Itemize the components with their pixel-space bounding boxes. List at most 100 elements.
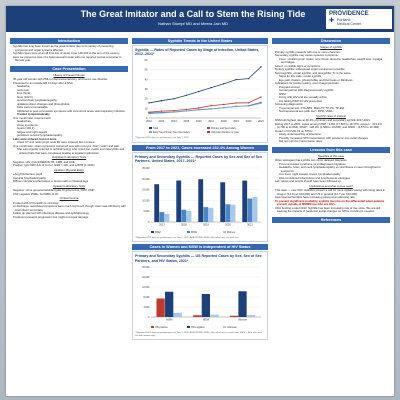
data-point <box>173 111 175 114</box>
stage-bullet: Tertiary syphilis: widespread organ invo… <box>275 67 346 71</box>
legend-label: HIV-negative <box>191 326 205 329</box>
bar <box>159 211 165 222</box>
clin-bullet: At discharge, associated symptoms were m… <box>13 204 126 212</box>
hpi-later: One month later, vision symptoms worsene… <box>13 143 120 148</box>
data-point <box>160 110 163 113</box>
y-tick-label: 10,000 <box>142 199 150 202</box>
hpi-more-sub: vision symptoms <box>17 122 38 127</box>
legend-label: Unknown Duration or Late <box>211 131 239 134</box>
intro-bullet: Syphilis cases were at an all time low o… <box>13 51 120 55</box>
series-line <box>148 103 262 115</box>
lessons-body: Specifics of this case Other etiologies … <box>272 153 390 215</box>
logo-line2: Portland <box>337 18 351 22</box>
data-point <box>235 79 237 81</box>
data-point <box>222 104 225 106</box>
stage-bullet: Latent: no visible signs or symptoms. <box>275 63 321 68</box>
indication-sub: Living with HIV and are sexually active <box>279 95 327 99</box>
hpi-more-sub: persistent cervical lymphadenopathy. <box>17 133 63 137</box>
data-point <box>235 102 237 105</box>
figure-2: Primary and Secondary Syphilis — Reporte… <box>132 152 268 243</box>
x-tick-label: 2012 <box>146 119 152 123</box>
y-tick-label: 0 <box>148 316 150 319</box>
y-tick-label: 5,000 <box>144 210 151 213</box>
x-tick-label: 2013 <box>159 119 165 123</box>
clin-bullet: Follow up planned with infectious diseas… <box>13 211 90 215</box>
impl-bullet: This case — new CDC statistics present a… <box>275 188 386 196</box>
fig2-header: From 2017 to 2021, Cases increased 232.4… <box>132 145 268 152</box>
y-tick-label: 8,000 <box>144 296 151 299</box>
stage-bullet: Primary syphilis presents with one or mo… <box>275 49 341 54</box>
poster-title: The Great Imitator and a Call to Stem th… <box>80 9 306 19</box>
hpi-later-sub: She was urgently referred to ophthalmolo… <box>17 147 125 155</box>
legend-label: Women <box>227 231 236 234</box>
bar <box>252 196 258 222</box>
hpi-bullet: Presented to an outside ED 11 days after… <box>13 80 73 85</box>
chart-cases-by-sex: 0 5,000 10,000 15,000 20,000 25,000 2017 2018 20… <box>142 167 261 234</box>
bar <box>208 207 214 222</box>
legend-swatch <box>223 230 226 233</box>
specific-bullet: During 2017 to 2021, cases among MSM ↑ 9… <box>275 121 382 129</box>
impl-bullet: CDC funding ended 2013. Syphilis has bee… <box>275 205 381 213</box>
fig1-title: Syphilis — Rates of Reported Cases by St… <box>135 48 260 57</box>
x-tick-label: 2018 <box>221 119 227 123</box>
bar <box>246 314 256 317</box>
data-point <box>247 78 250 80</box>
poster-authors: Nathan Stumpf MD and Meera Jain MD <box>157 21 229 26</box>
data-point <box>160 112 163 115</box>
bar <box>165 291 174 317</box>
fig1-note: * Reported 2021 data are preliminary as … <box>135 137 190 140</box>
bar <box>164 213 170 222</box>
impl-bullet: Heterosexual females have increasing cas… <box>275 195 356 199</box>
x-tick-label: 2018 <box>181 222 187 226</box>
stage-bullet: Neurosyphilis, ocular syphilis, and otos… <box>275 70 352 75</box>
hpi-sub: headache, <box>17 84 31 88</box>
legend-label: Primary and Secondary <box>211 127 237 130</box>
series-line <box>148 66 262 104</box>
fig2-title: Primary and Secondary Syphilis — Reporte… <box>135 155 263 164</box>
x-tick-label: 2020 <box>225 222 231 226</box>
intro-bullet: Here we present a case of a heterosexual… <box>13 54 122 62</box>
left-column: Introduction Syphilis has long been know… <box>10 36 128 220</box>
intro-header: Introduction <box>10 38 128 44</box>
inpt-exam-bullet: Diffuse macular erythematous to brown ra… <box>13 179 89 183</box>
intro-bullet: Syphilis has long been known as the grea… <box>13 44 114 52</box>
neuro-sub: Signs for this case: ocular syphilis <box>279 74 321 78</box>
series-line <box>148 97 262 113</box>
hpi-labs-sub: Chest CT and neck lymph node Bx were ord… <box>17 140 96 144</box>
logo-line3: Medical Center <box>337 22 362 26</box>
legend-swatch <box>149 127 152 130</box>
inpt-exam-label: Inpatient Physical Exam <box>54 167 84 172</box>
data-point <box>260 103 262 105</box>
cross-icon: ✚ <box>329 18 335 24</box>
legend-label: MSM <box>155 231 161 234</box>
bar <box>176 180 182 222</box>
data-point <box>235 105 237 108</box>
stage-bullet: Indications for routine testing, even if… <box>275 81 340 85</box>
x-tick-label: 2016 <box>196 119 202 123</box>
specific-bullet: MSM still highest rate at 46.3% of prima… <box>275 118 370 122</box>
data-point <box>148 113 150 115</box>
clin-label: Clinical Course <box>59 196 79 200</box>
data-point <box>173 110 175 112</box>
outpt-label: Outpatient Laboratory Tests <box>51 155 87 159</box>
indication-sub: Pregnant women <box>279 84 301 89</box>
y-tick-label: 20,000 <box>142 177 150 180</box>
inpt-exam-bullet: Cervical lymphadenopathy <box>13 175 46 180</box>
covid-sub: Did not improve transmission rates. <box>279 139 323 143</box>
data-point <box>198 107 200 110</box>
indication-sub: Are taking PrEP for HIV prevention <box>279 98 323 103</box>
bar <box>201 293 210 317</box>
indication-sub: MSM <box>279 91 286 96</box>
lessons-bullet: Lab values and results should have been … <box>275 179 342 183</box>
hpi-labs: Labs were ordered, but not done. <box>13 136 58 141</box>
hpi-sub: Treated symptomatically <box>17 112 50 116</box>
x-tick-label: 2015 <box>183 119 189 123</box>
data-point <box>160 100 163 102</box>
impl-label: Implications and what comes next? <box>309 183 353 188</box>
clin-bullet: Treatment prevents progression but might… <box>13 214 90 219</box>
x-tick-label: 2019 <box>233 119 239 123</box>
hpi-bullet: 35-year old woman with PMH of depression… <box>13 77 109 81</box>
data-point <box>222 107 225 109</box>
hpi-more: One month later, returned with: <box>13 115 52 120</box>
title-banner: The Great Imitator and a Call to Stem th… <box>6 6 394 32</box>
